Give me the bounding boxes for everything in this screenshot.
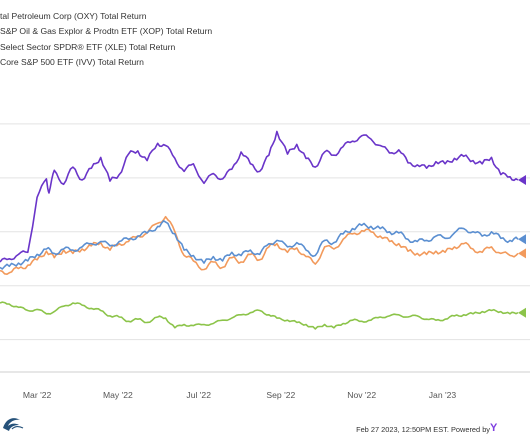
series-end-marker [518, 248, 526, 259]
series-end-marker [518, 234, 526, 245]
series-line [0, 220, 519, 270]
legend-item: tal Petroleum Corp (OXY) Total Return [0, 8, 530, 24]
logo-icon [3, 418, 24, 431]
line-chart: Mar '22 May '22 Jul '22 Sep '22 Nov '22 Jan '… [0, 123, 530, 400]
legend-label: S&P Oil & Gas Explor & Prodtn ETF (XOP) … [0, 26, 213, 37]
series-end-marker [518, 307, 526, 318]
footer-timestamp: Feb 27 2023, 12:50PM EST. Powered by [356, 425, 490, 434]
series-line [0, 301, 519, 330]
series-line [0, 130, 519, 263]
legend-label: Core S&P 500 ETF (IVV) Total Return [0, 57, 144, 68]
legend-label: tal Petroleum Corp (OXY) Total Return [0, 10, 147, 21]
chart-footer: Feb 27 2023, 12:50PM EST. Powered by Y [0, 418, 530, 442]
chart-legend: tal Petroleum Corp (OXY) Total Return S&P… [0, 8, 530, 70]
x-tick-label: Sep '22 [266, 390, 295, 400]
legend-item: Select Sector SPDR® ETF (XLE) Total Retu… [0, 39, 530, 55]
series-end-marker [518, 175, 526, 185]
series-line [0, 215, 519, 275]
x-tick-label: Nov '22 [347, 390, 376, 400]
x-tick-label: May '22 [103, 390, 133, 400]
x-tick-label: Jan '23 [429, 390, 457, 400]
x-tick-label: Mar '22 [23, 390, 52, 400]
x-tick-label: Jul '22 [186, 390, 211, 400]
brand-icon: Y [490, 422, 498, 434]
legend-label: Select Sector SPDR® ETF (XLE) Total Retu… [0, 41, 176, 52]
legend-item: S&P Oil & Gas Explor & Prodtn ETF (XOP) … [0, 24, 530, 40]
legend-item: Core S&P 500 ETF (IVV) Total Return [0, 55, 530, 71]
